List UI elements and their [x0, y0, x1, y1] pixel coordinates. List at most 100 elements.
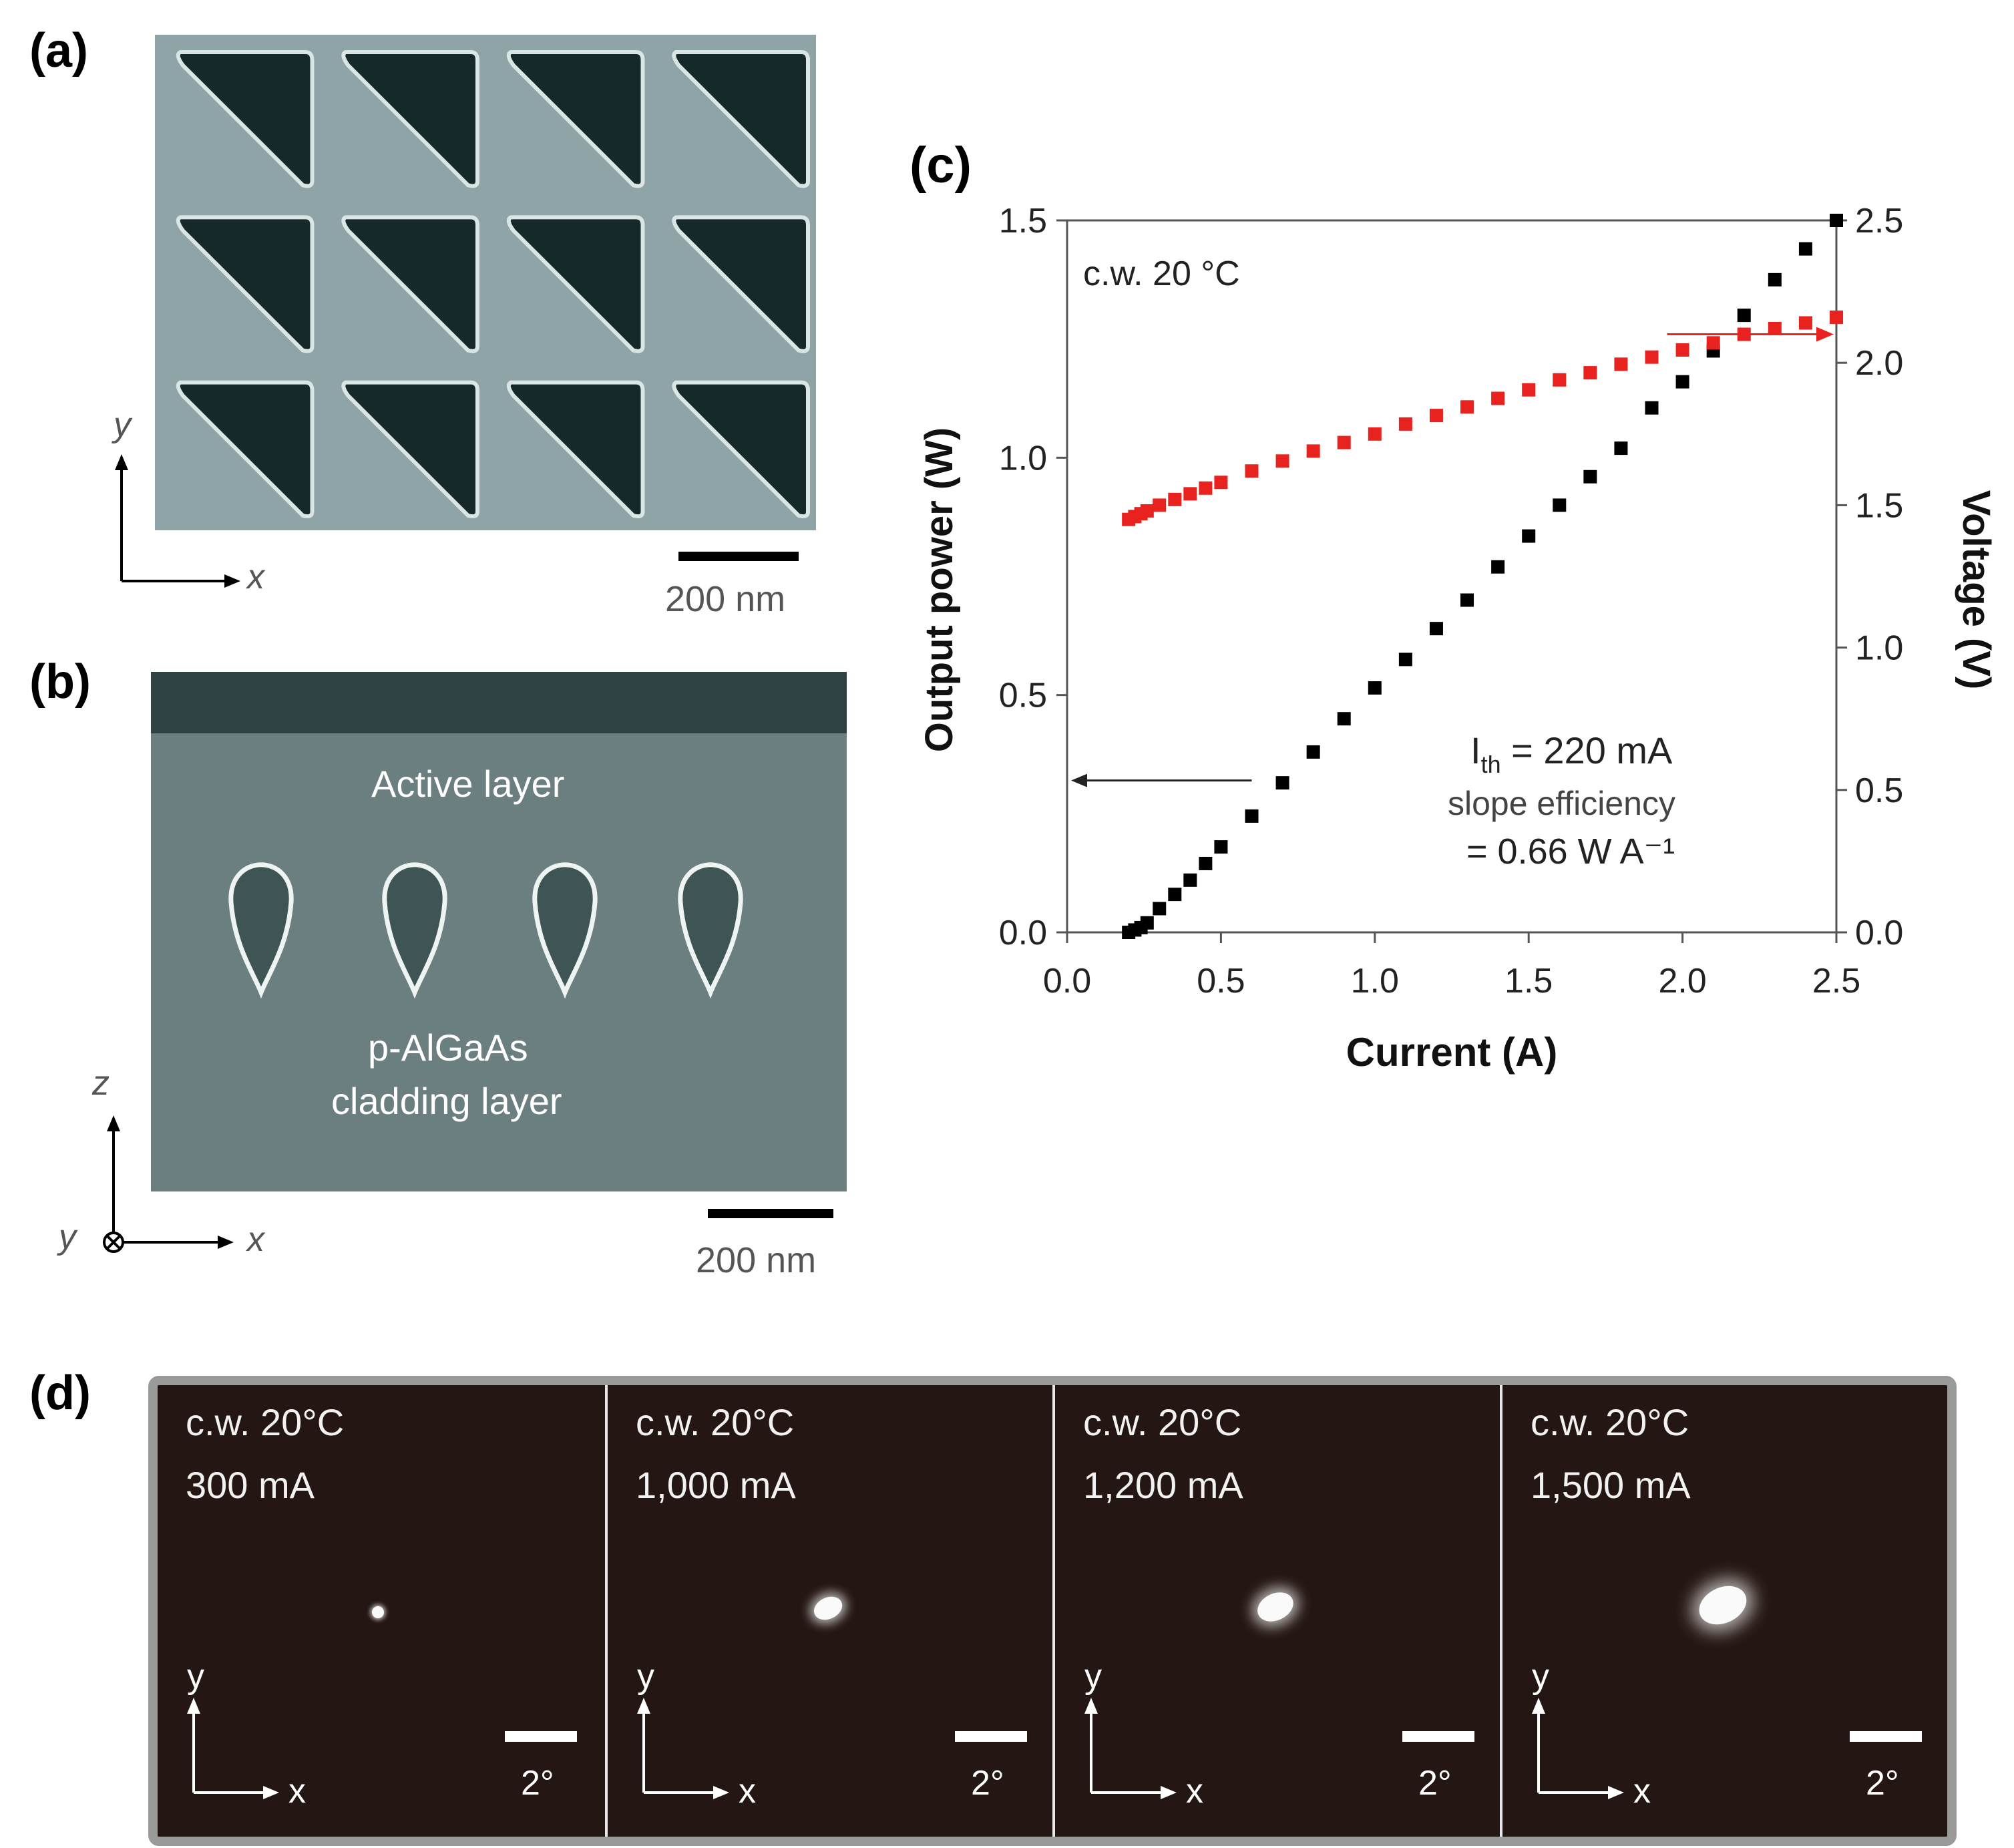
frame-current: 1,200 mA	[1083, 1464, 1243, 1506]
beam-spot	[1253, 1587, 1298, 1628]
panel-b-axis-y: y	[59, 1218, 76, 1256]
voltage-point	[1830, 310, 1843, 324]
panel-a-label: (a)	[29, 24, 88, 77]
triangle-hole	[506, 380, 645, 519]
slope-efficiency-value: = 0.66 W A⁻¹	[1466, 831, 1675, 872]
power-point	[1306, 745, 1320, 759]
triangle-hole	[341, 215, 479, 353]
sem-image-top-view	[155, 35, 816, 530]
panel-b-axes	[103, 1115, 234, 1253]
frame-condition: c.w. 20°C	[186, 1401, 345, 1443]
power-point	[1798, 242, 1812, 256]
axis-arrow-y	[187, 1698, 200, 1714]
air-hole-row	[228, 862, 743, 999]
teardrop-hole	[228, 862, 294, 999]
threshold-subscript: th	[1480, 751, 1501, 778]
frame-scale-bar	[1402, 1731, 1474, 1742]
power-point	[1645, 401, 1659, 415]
frame-scale-label: 2°	[1866, 1764, 1899, 1803]
power-point	[1522, 529, 1536, 543]
power-point	[1337, 712, 1351, 726]
panel-a-scale-bar	[678, 552, 799, 561]
y-tick-label-left: 0.5	[999, 677, 1047, 715]
voltage-point	[1140, 504, 1154, 518]
voltage-point	[1168, 492, 1182, 506]
voltage-point	[1214, 476, 1228, 490]
panel-b-scale-label: 200 nm	[696, 1240, 817, 1280]
axis-arrow-x	[1161, 1786, 1177, 1799]
y-tick-label-right: 1.0	[1855, 629, 1903, 668]
power-point	[1275, 776, 1289, 790]
voltage-point	[1368, 427, 1382, 441]
axis-arrow-y	[1084, 1698, 1098, 1714]
panel-a-scale-label: 200 nm	[665, 579, 786, 619]
x-tick-label: 2.5	[1812, 962, 1860, 1000]
right-axis-arrowhead	[1816, 327, 1834, 342]
teardrop-hole	[678, 862, 743, 999]
beam-spot	[1693, 1578, 1753, 1632]
far-field-frame: c.w. 20°C 1,500 mA y x 2°	[1500, 1385, 1947, 1837]
beam-spot	[810, 1592, 846, 1624]
x-axis-label: Current (A)	[1346, 1030, 1558, 1075]
voltage-point	[1583, 366, 1597, 380]
voltage-point	[1337, 435, 1351, 449]
power-point	[1460, 593, 1474, 607]
threshold-value: = 220 mA	[1500, 729, 1673, 771]
frame-axes	[1532, 1698, 1624, 1799]
power-point	[1614, 441, 1628, 455]
frame-axes	[1084, 1698, 1177, 1799]
x-tick-label: 2.0	[1658, 962, 1706, 1000]
y-axis-label-right: Voltage (V)	[1955, 490, 1998, 690]
voltage-point	[1429, 409, 1443, 423]
frame-current: 300 mA	[186, 1464, 315, 1506]
triangle-hole	[672, 380, 810, 519]
frame-axes	[187, 1698, 279, 1799]
panel-b-axis-x: x	[247, 1220, 264, 1259]
y-tick-label-right: 2.5	[1855, 202, 1903, 240]
far-field-strip: c.w. 20°C 300 mA y x 2° c.w. 20°C 1,000 mA y x 2°…	[148, 1376, 1957, 1846]
chart-condition-label: c.w. 20 °C	[1083, 254, 1240, 293]
power-point	[1768, 272, 1782, 287]
panel-c-label: (c)	[910, 137, 972, 194]
beam-spot	[370, 1604, 386, 1620]
left-axis-arrowhead	[1071, 773, 1087, 787]
axis-arrow-x	[713, 1786, 729, 1799]
liv-chart: 0.0 0.5 1.0 1.5 2.0 2.5 0.0 0.5 1.0 1.5 0.0 0.5 1.0 1…	[918, 202, 1998, 1075]
x-tick-label: 0.5	[1197, 962, 1245, 1000]
plot-frame	[1066, 219, 1838, 934]
power-point	[1153, 902, 1167, 916]
voltage-point	[1398, 417, 1412, 431]
frame-axis-x: x	[288, 1772, 306, 1811]
panel-d-label: (d)	[29, 1366, 91, 1420]
frame-current: 1,500 mA	[1531, 1464, 1691, 1506]
voltage-point	[1183, 487, 1197, 501]
panel-a-axis-y: y	[114, 405, 131, 444]
voltage-point	[1706, 336, 1720, 350]
voltage-point	[1153, 498, 1167, 512]
triangle-hole-lattice	[176, 50, 810, 519]
panel-b-label: (b)	[29, 655, 91, 709]
frame-axis-x: x	[1633, 1772, 1651, 1811]
frame-axis-y: y	[637, 1657, 654, 1696]
active-layer-label: Active layer	[371, 763, 565, 805]
voltage-point	[1522, 383, 1536, 397]
frame-axes	[637, 1698, 729, 1799]
voltage-point	[1553, 373, 1567, 387]
power-point	[1737, 309, 1751, 323]
voltage-point	[1491, 391, 1505, 405]
far-field-frames: c.w. 20°C 300 mA y x 2° c.w. 20°C 1,000 mA y x 2°…	[158, 1385, 1947, 1837]
triangle-hole	[176, 380, 315, 519]
teardrop-hole	[532, 862, 598, 999]
slope-efficiency-label: slope efficiency	[1448, 785, 1675, 822]
frame-scale-label: 2°	[971, 1764, 1004, 1803]
voltage-point	[1768, 322, 1782, 336]
power-point	[1183, 873, 1197, 887]
frame-current: 1,000 mA	[636, 1464, 796, 1506]
voltage-point	[1798, 316, 1812, 330]
voltage-point	[1306, 444, 1320, 458]
far-field-frame: c.w. 20°C 1,200 mA y x 2°	[1052, 1385, 1500, 1837]
axis-arrow-x	[263, 1786, 279, 1799]
y-axis-label-left: Output power (W)	[918, 427, 961, 752]
power-point	[1199, 856, 1213, 870]
power-point	[1491, 560, 1505, 574]
